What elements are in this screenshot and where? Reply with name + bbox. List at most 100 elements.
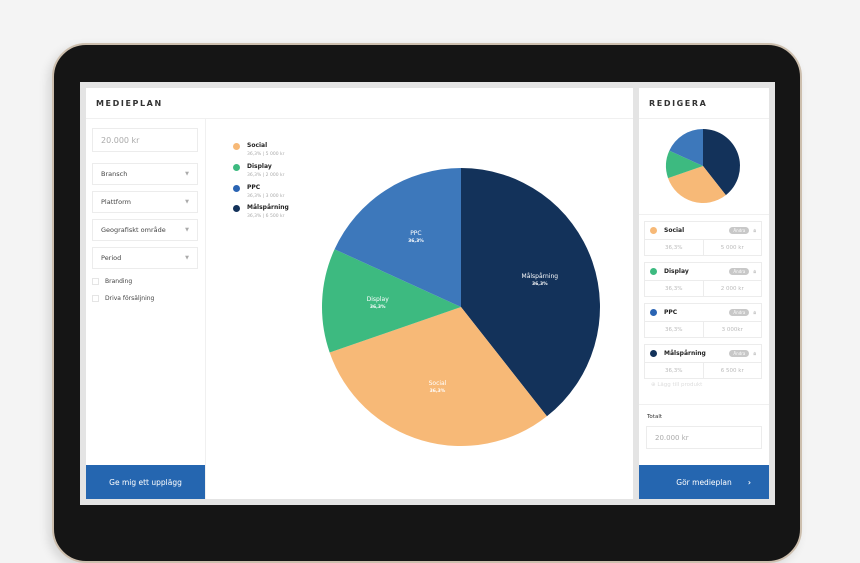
legend-swatch <box>233 143 240 150</box>
checkbox-label: Driva försäljning <box>105 295 155 302</box>
add-product-link[interactable]: ⊕ Lägg till produkt <box>651 382 702 388</box>
product-name: PPC <box>664 309 678 316</box>
legend-label: Display <box>247 163 272 170</box>
divider <box>639 214 769 215</box>
lock-icon[interactable]: 🔒︎ <box>753 309 756 316</box>
pie-slice-display <box>322 249 461 353</box>
edit-badge[interactable]: Ändra <box>729 309 750 316</box>
chevron-down-icon: ▼ <box>185 171 189 177</box>
legend-sub: 36,3% | 5 000 kr <box>247 152 285 157</box>
redigera-panel: REDIGERA Social Ändra 🔒︎ 36,3% 5 000 kr Displ… <box>639 88 769 499</box>
slice-percent: 36,3% <box>369 305 386 311</box>
total-input[interactable]: 20.000 kr <box>646 426 762 449</box>
slice-percent: 36,3% <box>429 389 446 395</box>
select-label: Period <box>101 254 122 262</box>
chevron-down-icon: ▼ <box>185 227 189 233</box>
product-card: PPC Ändra 🔒︎ 36,3% 3 000kr <box>644 303 762 338</box>
medieplan-panel: MEDIEPLAN 20.000 kr Bransch ▼ Plattform ▼ … <box>86 88 633 499</box>
pie-slice-ppc <box>669 129 703 166</box>
checkbox[interactable] <box>92 278 99 285</box>
pie-slice-social <box>329 307 547 446</box>
divider <box>86 118 633 119</box>
select-period[interactable]: Period ▼ <box>92 247 198 269</box>
chevron-down-icon: ▼ <box>185 199 189 205</box>
gor-medieplan-button[interactable]: Gör medieplan › <box>639 465 769 499</box>
ge-mig-ett-upplagg-button[interactable]: Ge mig ett upplägg <box>86 465 205 499</box>
product-values: 36,3% 2 000 kr <box>645 281 761 297</box>
chevron-down-icon: ▼ <box>185 255 189 261</box>
product-card-header: Social Ändra 🔒︎ <box>645 222 761 240</box>
legend-label: PPC <box>247 184 261 191</box>
divider <box>639 118 769 119</box>
app-screen: MEDIEPLAN 20.000 kr Bransch ▼ Plattform ▼ … <box>80 82 775 505</box>
slice-name: Social <box>428 380 447 388</box>
legend-sub: 36,3% | 3 000 kr <box>247 194 285 199</box>
slice-label: Social 36,3% <box>429 380 447 394</box>
budget-input[interactable]: 20.000 kr <box>92 128 198 152</box>
checkbox-driva-forsaljning[interactable]: Driva försäljning <box>92 295 154 302</box>
mini-pie-chart <box>666 129 740 203</box>
edit-badge[interactable]: Ändra <box>729 350 750 357</box>
chevron-right-icon: › <box>747 477 751 487</box>
edit-badge[interactable]: Ändra <box>729 268 750 275</box>
lock-icon[interactable]: 🔒︎ <box>753 227 756 234</box>
panel-title: MEDIEPLAN <box>96 99 163 108</box>
panel-title: REDIGERA <box>649 99 708 108</box>
color-swatch <box>650 227 657 234</box>
product-card-header: Display Ändra 🔒︎ <box>645 263 761 281</box>
edit-badge[interactable]: Ändra <box>729 227 750 234</box>
product-percent: 36,3% <box>645 240 704 256</box>
legend-swatch <box>233 185 240 192</box>
checkbox[interactable] <box>92 295 99 302</box>
product-percent: 36,3% <box>645 322 704 338</box>
pie-slice-målspårning <box>461 168 600 417</box>
pie-slice-social <box>668 166 726 203</box>
divider <box>205 118 206 499</box>
product-percent: 36,3% <box>645 281 704 297</box>
pie-slice-målspårning <box>703 129 740 196</box>
legend-label: Målspårning <box>247 204 289 211</box>
product-card: Display Ändra 🔒︎ 36,3% 2 000 kr <box>644 262 762 297</box>
product-percent: 36,3% <box>645 363 704 379</box>
select-plattform[interactable]: Plattform ▼ <box>92 191 198 213</box>
select-label: Plattform <box>101 198 131 206</box>
select-label: Geografiskt område <box>101 226 166 234</box>
color-swatch <box>650 350 657 357</box>
color-swatch <box>650 309 657 316</box>
add-product-label: Lägg till produkt <box>657 382 703 388</box>
total-label: Totalt <box>647 414 663 420</box>
slice-name: Display <box>366 296 389 304</box>
select-geografiskt-omrade[interactable]: Geografiskt område ▼ <box>92 219 198 241</box>
legend-sub: 36,3% | 2 000 kr <box>247 173 285 178</box>
button-label: Gör medieplan <box>676 477 732 487</box>
color-swatch <box>650 268 657 275</box>
product-card-header: Målspårning Ändra 🔒︎ <box>645 345 761 363</box>
select-bransch[interactable]: Bransch ▼ <box>92 163 198 185</box>
slice-label: PPC 36,3% <box>408 230 424 244</box>
product-values: 36,3% 5 000 kr <box>645 240 761 256</box>
product-name: Social <box>664 227 685 234</box>
legend-sub: 36,3% | 6 500 kr <box>247 214 285 219</box>
legend-label: Social <box>247 142 268 149</box>
checkbox-branding[interactable]: Branding <box>92 278 132 285</box>
legend-swatch <box>233 205 240 212</box>
checkbox-label: Branding <box>105 278 133 285</box>
lock-icon[interactable]: 🔒︎ <box>753 268 756 275</box>
pie-slice-ppc <box>334 168 461 307</box>
select-label: Bransch <box>101 170 128 178</box>
slice-label: Display 36,3% <box>367 296 389 310</box>
divider <box>639 404 769 405</box>
product-amount: 2 000 kr <box>720 286 744 292</box>
lock-icon[interactable]: 🔒︎ <box>753 350 756 357</box>
legend-swatch <box>233 164 240 171</box>
product-amount: 3 000kr <box>721 327 743 333</box>
slice-name: Målspårning <box>521 272 559 280</box>
product-values: 36,3% 6 500 kr <box>645 363 761 379</box>
product-values: 36,3% 3 000kr <box>645 322 761 338</box>
product-amount: 6 500 kr <box>720 368 744 374</box>
product-amount: 5 000 kr <box>720 245 744 251</box>
slice-percent: 36,3% <box>408 238 424 244</box>
pie-slice-display <box>666 150 703 179</box>
product-name: Display <box>664 268 689 275</box>
slice-percent: 36,3% <box>531 281 548 287</box>
